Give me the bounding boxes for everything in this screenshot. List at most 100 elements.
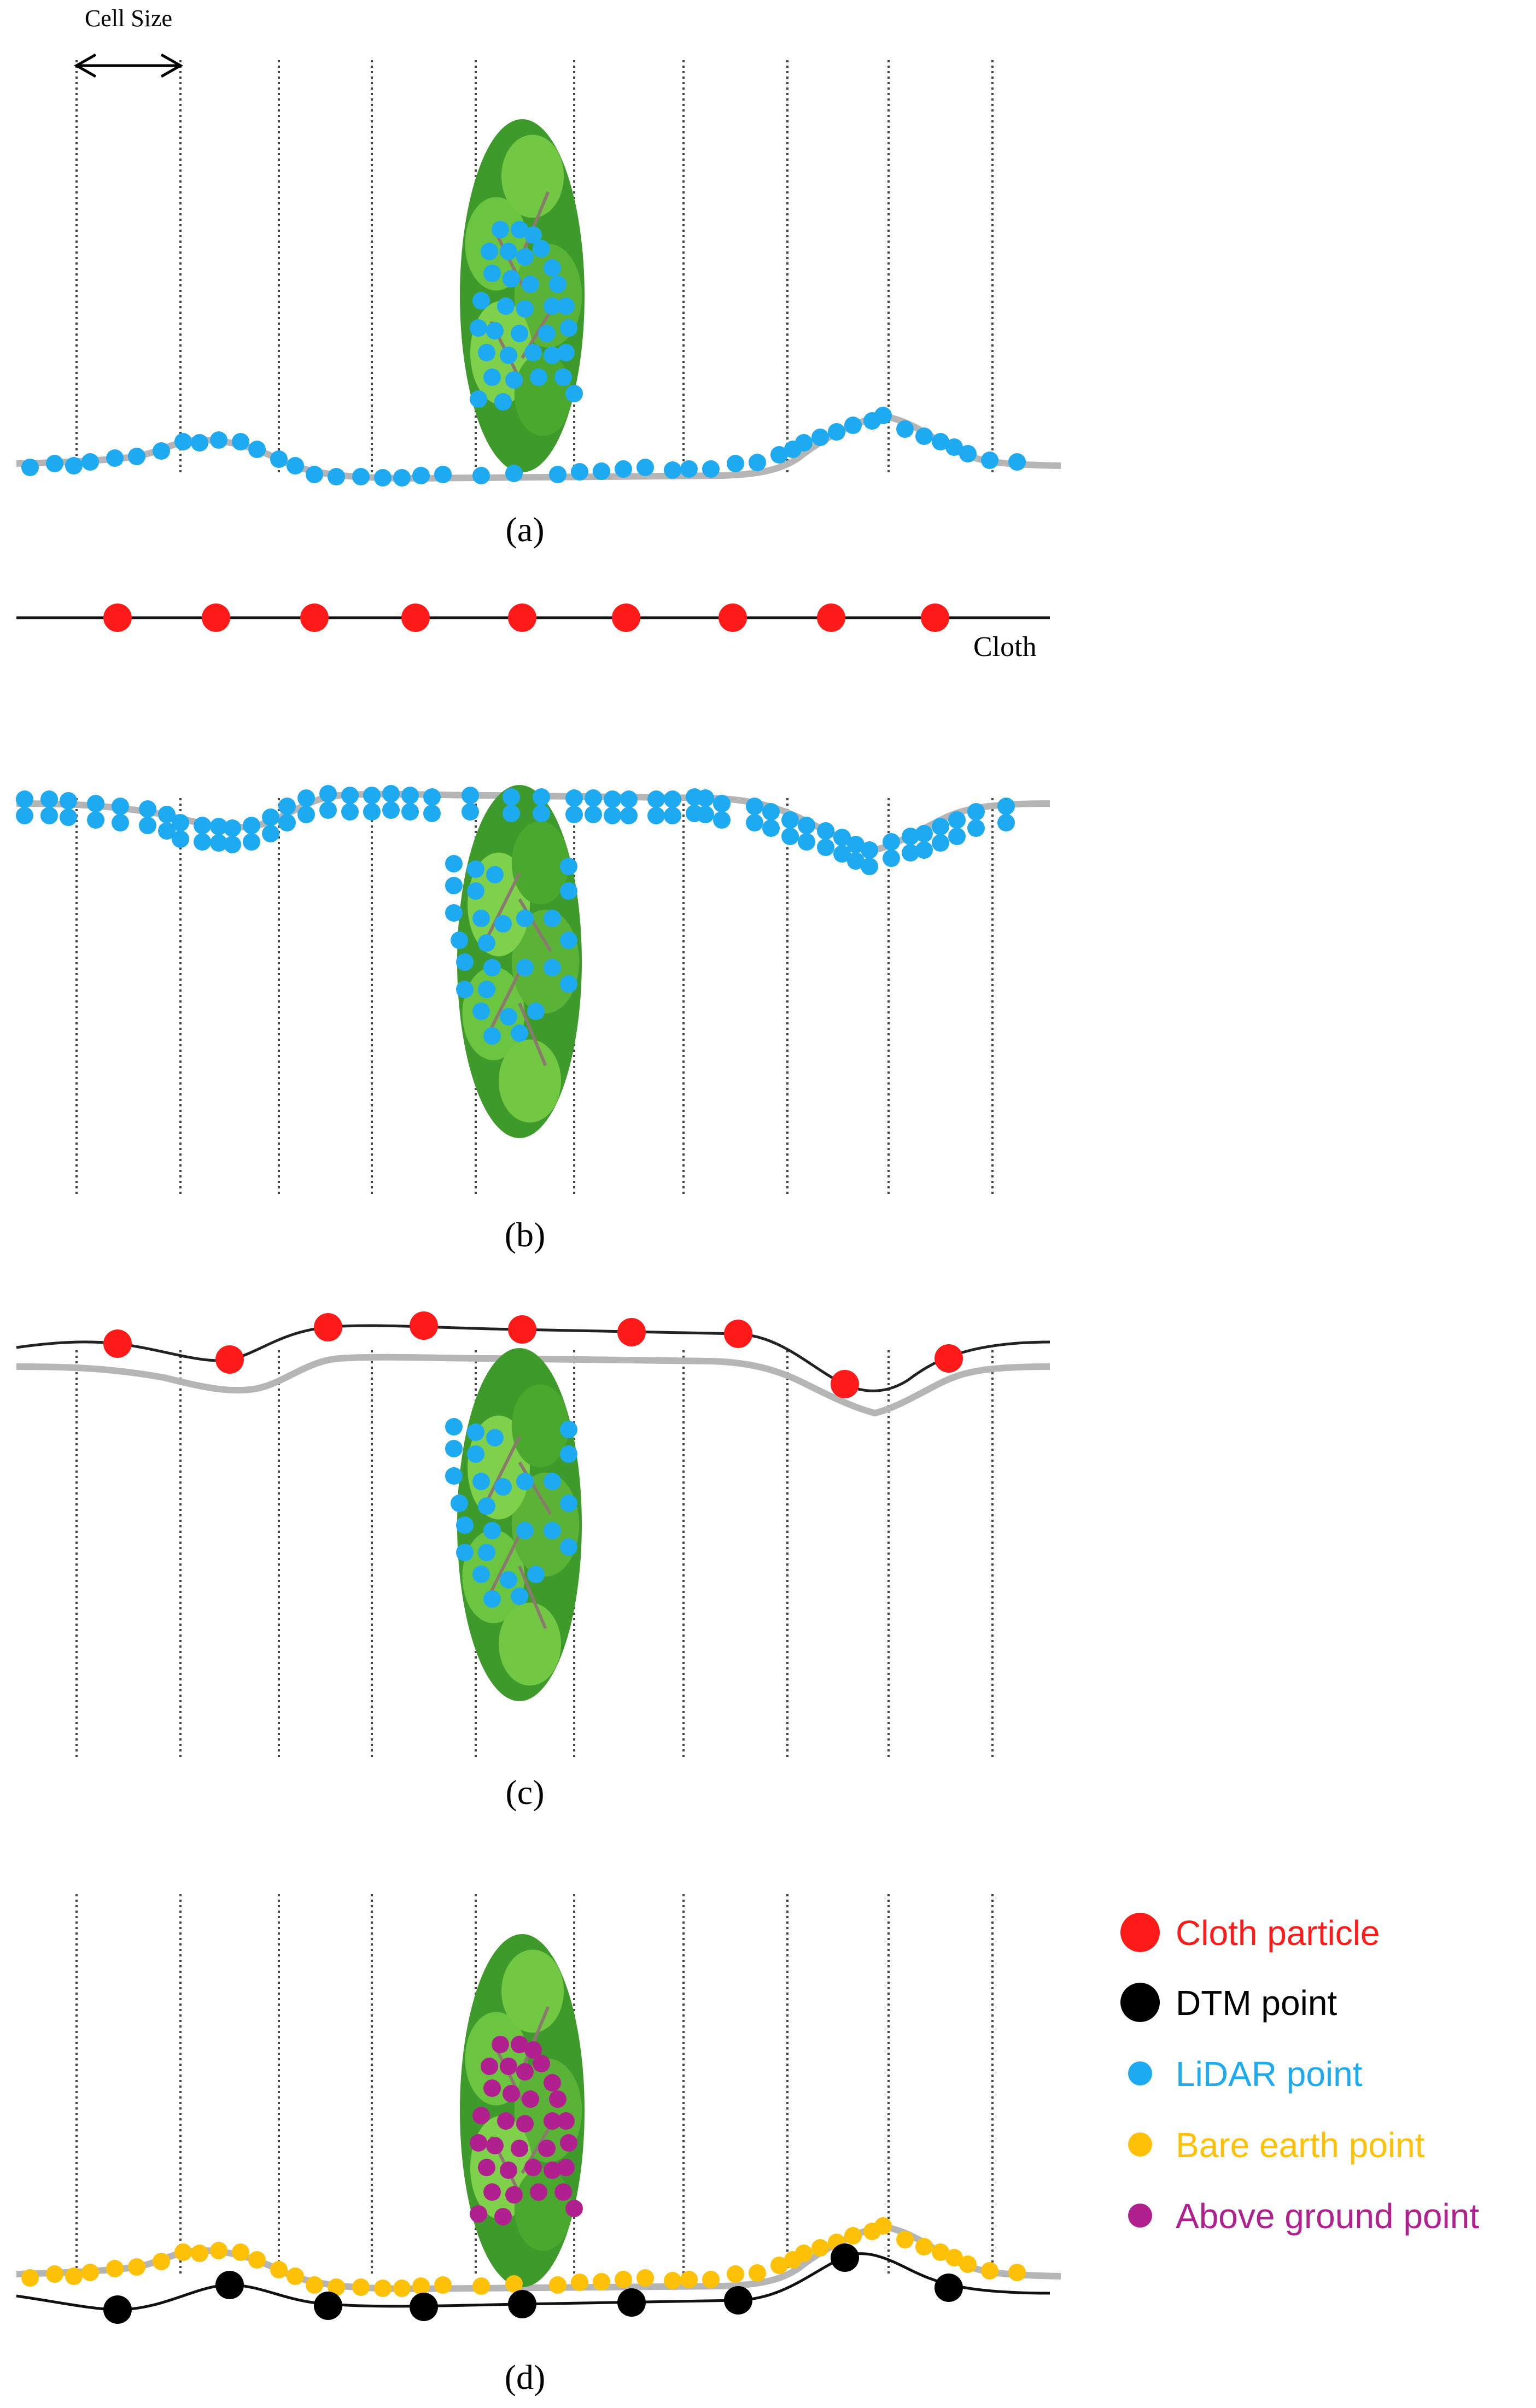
- lidar-point: [647, 790, 665, 808]
- cloth-particle: [103, 1329, 132, 1358]
- lidar-point: [522, 276, 539, 293]
- bare-earth-point: [81, 2264, 99, 2281]
- lidar-point: [945, 438, 963, 456]
- above-ground-point: [560, 2134, 577, 2152]
- lidar-point: [915, 825, 933, 842]
- cloth-particle: [831, 1370, 859, 1398]
- lidar-point: [544, 910, 561, 927]
- bare-earth-point: [374, 2280, 392, 2297]
- bare-earth-point: [352, 2278, 370, 2296]
- lidar-point: [527, 1003, 545, 1020]
- bare-earth-point: [270, 2261, 288, 2278]
- cloth-particle: [921, 604, 949, 632]
- lidar-point: [297, 789, 315, 807]
- lidar-point: [833, 845, 851, 863]
- lidar-point: [65, 457, 83, 474]
- bare-earth-points: [21, 2217, 1026, 2297]
- cloth-particle: [719, 604, 747, 632]
- lidar-point: [363, 803, 381, 821]
- above-ground-point: [486, 2137, 504, 2154]
- lidar-point: [478, 1497, 495, 1515]
- lidar-point: [352, 468, 370, 485]
- legend-item-cloth-particle: Cloth particle: [1120, 1913, 1380, 1953]
- dtm-point: [935, 2274, 963, 2302]
- lidar-point: [153, 442, 170, 460]
- lidar-point: [243, 817, 260, 834]
- lidar-point: [538, 325, 556, 342]
- bare-earth-point: [896, 2231, 914, 2248]
- lidar-point: [462, 803, 479, 821]
- lidar-point: [456, 981, 474, 998]
- bare-earth-point: [874, 2217, 892, 2235]
- panel-a: Cell Size (a): [16, 5, 1061, 549]
- lidar-point: [557, 344, 575, 361]
- cloth-particle: [617, 1318, 646, 1346]
- lidar-point: [565, 385, 583, 402]
- lidar-point: [967, 803, 985, 821]
- lidar-point: [811, 429, 829, 446]
- lidar-point: [374, 469, 392, 487]
- lidar-point: [486, 322, 504, 339]
- lidar-point: [524, 226, 542, 244]
- lidar-point: [533, 240, 550, 257]
- cloth-particle: [314, 1313, 342, 1341]
- lidar-point: [248, 441, 266, 458]
- cloth-particle: [508, 1315, 536, 1344]
- lidar-point: [560, 1445, 577, 1463]
- cell-size-label: Cell Size: [85, 5, 172, 32]
- lidar-point: [40, 807, 58, 824]
- above-ground-point: [503, 2085, 520, 2102]
- lidar-point: [749, 454, 766, 471]
- lidar-point: [530, 368, 547, 386]
- lidar-point: [874, 407, 892, 424]
- bare-earth-point: [844, 2227, 862, 2245]
- lidar-point: [560, 1421, 577, 1438]
- caption-b: (b): [505, 1215, 546, 1254]
- lidar-point: [560, 1495, 577, 1512]
- lidar-point: [560, 858, 577, 875]
- bare-earth-point: [749, 2264, 766, 2282]
- caption-a: (a): [505, 510, 544, 549]
- lidar-point: [500, 1008, 517, 1026]
- lidar-point: [194, 833, 211, 851]
- lidar-point: [472, 467, 490, 484]
- lidar-point: [1008, 453, 1026, 471]
- lidar-point: [585, 806, 602, 823]
- lidar-point: [470, 390, 487, 408]
- bare-earth-point: [153, 2253, 170, 2270]
- legend-label: Bare earth point: [1176, 2125, 1425, 2165]
- above-ground-point: [511, 2036, 528, 2053]
- lidar-point: [483, 368, 501, 386]
- lidar-point: [328, 468, 345, 485]
- lidar-point: [615, 460, 632, 478]
- cloth-particle: [935, 1344, 963, 1373]
- lidar-point: [516, 248, 534, 266]
- lidar-point: [948, 828, 966, 845]
- lidar-point: [319, 801, 337, 819]
- bare-earth-point: [727, 2265, 744, 2283]
- lidar-point: [412, 467, 430, 484]
- lidar-point: [516, 1473, 534, 1490]
- lidar-point: [481, 243, 498, 260]
- lidar-point: [762, 819, 780, 837]
- lidar-point: [680, 460, 698, 478]
- lidar-point: [770, 446, 788, 464]
- cloth-particles: [103, 604, 949, 632]
- lidar-point: [128, 448, 145, 465]
- lidar-point: [565, 789, 583, 807]
- lidar-point: [981, 452, 998, 469]
- dtm-point: [617, 2288, 646, 2317]
- lidar-point: [341, 787, 359, 804]
- purple-dot-icon: [1128, 2204, 1152, 2228]
- bare-earth-point: [210, 2242, 227, 2259]
- lidar-point: [503, 805, 520, 822]
- lidar-point: [423, 805, 441, 822]
- lidar-point: [533, 805, 550, 822]
- lidar-point: [997, 798, 1015, 815]
- lidar-point: [158, 806, 176, 823]
- lidar-point: [483, 1590, 501, 1608]
- lidar-point: [81, 453, 99, 471]
- above-ground-point: [554, 2183, 572, 2201]
- above-ground-point: [516, 2063, 534, 2081]
- lidar-point: [341, 803, 359, 821]
